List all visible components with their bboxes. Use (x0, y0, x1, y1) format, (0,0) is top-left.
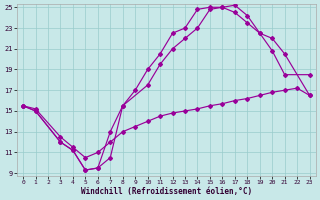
X-axis label: Windchill (Refroidissement éolien,°C): Windchill (Refroidissement éolien,°C) (81, 187, 252, 196)
